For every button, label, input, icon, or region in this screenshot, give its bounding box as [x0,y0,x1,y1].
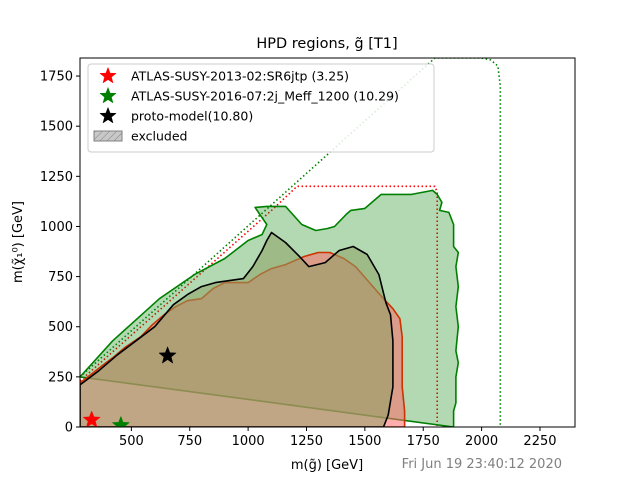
plot-frame [79,57,576,428]
region-proto-model-excluded [80,231,394,427]
legend-item-atlas-susy-2016-07-2j-meff-1200-10-29: ATLAS-SUSY-2016-07:2j_Meff_1200 (10.29) [99,86,399,104]
x-axis-ticks: 500 750 1000 1250 1500 1750 2000 2250 [119,427,557,449]
legend-item-excluded: excluded [93,129,187,144]
contour-regions [80,58,502,427]
x-tick-label: 1500 [348,434,381,449]
legend-star-icon [99,106,117,124]
legend-label: ATLAS-SUSY-2016-07:2j_Meff_1200 (10.29) [131,89,399,104]
legend-label: ATLAS-SUSY-2013-02:SR6jtp (3.25) [131,69,349,84]
x-tick-label: 2000 [465,434,498,449]
point-atlas-susy-2016-07-2j-meff-1200 [111,415,131,427]
chart-title: HPD regions, g̃ [T1] [256,36,397,52]
x-axis-label: m(g̃) [GeV] [291,458,363,473]
x-tick-label: 2250 [523,434,556,449]
legend-label: proto-model(10.80) [131,109,253,124]
x-tick-label: 750 [177,434,202,449]
y-tick-label: 0 [65,421,73,436]
y-tick-label: 500 [48,320,73,335]
x-tick-label: 1000 [232,434,265,449]
x-tick-label: 500 [119,434,144,449]
point-proto-model [158,346,177,364]
y-tick-label: 1250 [40,170,73,185]
legend-label: excluded [131,129,187,144]
y-tick-label: 1500 [40,120,73,135]
y-tick-label: 250 [48,370,73,385]
y-tick-label: 1750 [40,70,73,85]
y-tick-label: 750 [48,270,73,285]
x-tick-label: 1250 [290,434,323,449]
legend-box [87,63,435,153]
region-atlas-susy-2016-07-expected-dotted [80,58,502,427]
y-axis-ticks: 0 250 500 750 1000 1250 1500 1750 [40,70,80,436]
legend-item-atlas-susy-2013-02-sr6jtp-3-25: ATLAS-SUSY-2013-02:SR6jtp (3.25) [99,66,349,84]
y-axis-label: m(χ̃₁⁰) [GeV] [11,201,26,283]
legend-star-icon [99,66,117,84]
x-tick-label: 1750 [407,434,440,449]
timestamp: Fri Jun 19 23:40:12 2020 [402,457,562,472]
legend-item-proto-model-10-80: proto-model(10.80) [99,106,253,124]
data-points [82,346,177,427]
legend: ATLAS-SUSY-2013-02:SR6jtp (3.25) ATLAS-SU… [87,63,435,153]
region-atlas-susy-2013-02-expected-dotted [80,185,439,427]
legend-hatch-patch [93,130,123,142]
y-tick-label: 1000 [40,220,73,235]
legend-star-icon [99,86,117,104]
point-atlas-susy-2013-02-sr6jtp [82,410,101,427]
